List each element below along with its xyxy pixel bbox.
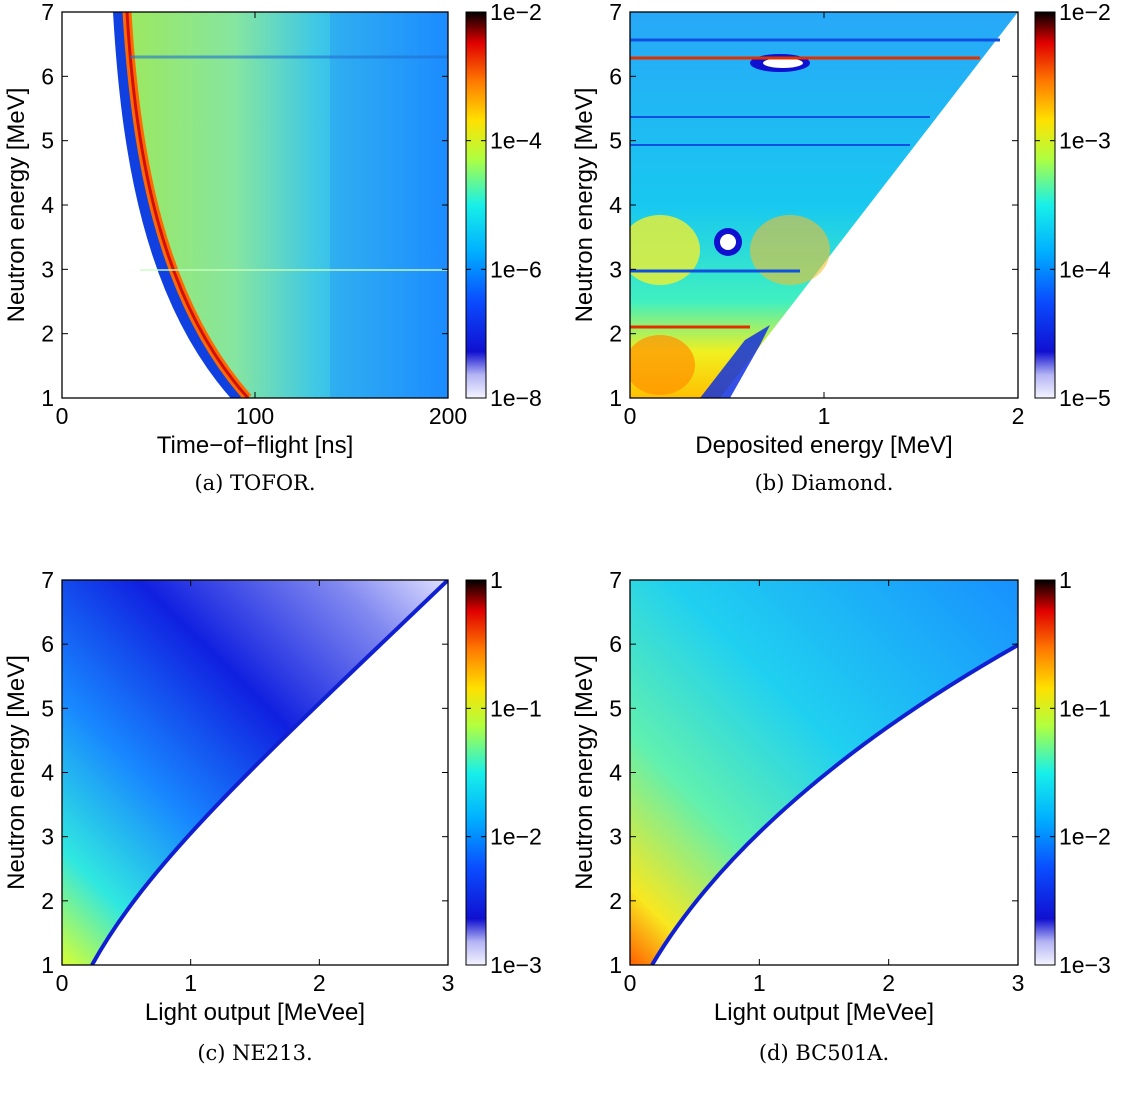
colorbar-b: [1035, 12, 1055, 398]
x-axis-label-d: Light output [MeVee]: [714, 999, 934, 1026]
colorbar-tick-label-b: 1e−2: [1059, 0, 1111, 25]
x-tick-label-d: 0: [624, 970, 637, 996]
y-axis-label-b: Neutron energy [MeV]: [571, 88, 598, 323]
x-tick-label-c: 1: [184, 970, 197, 996]
y-tick-label-c: 6: [41, 631, 54, 657]
y-tick-label-d: 4: [609, 760, 622, 786]
x-tick-label-c: 0: [56, 970, 69, 996]
x-tick-label-d: 1: [753, 970, 766, 996]
y-tick-label-a: 3: [41, 256, 54, 282]
x-tick-label-b: 2: [1012, 403, 1025, 429]
x-axis-label-b: Deposited energy [MeV]: [695, 432, 952, 459]
x-tick-label-b: 1: [818, 403, 831, 429]
colorbar-tick-label-c: 1e−3: [490, 952, 542, 978]
y-tick-label-c: 5: [41, 695, 54, 721]
y-tick-label-d: 5: [609, 695, 622, 721]
colorbar-tick-label-b: 1e−4: [1059, 256, 1111, 282]
y-tick-label-d: 6: [609, 631, 622, 657]
y-axis-label-a: Neutron energy [MeV]: [3, 88, 30, 323]
y-tick-label-b: 7: [609, 0, 622, 25]
y-tick-label-b: 2: [609, 321, 622, 347]
x-tick-label-a: 100: [236, 403, 274, 429]
y-tick-label-a: 7: [41, 0, 54, 25]
y-tick-label-b: 6: [609, 63, 622, 89]
colorbar-tick-label-a: 1e−6: [490, 256, 542, 282]
heatmap-d: [630, 580, 1018, 965]
y-tick-label-c: 4: [41, 760, 54, 786]
y-tick-label-a: 6: [41, 63, 54, 89]
colorbar-tick-label-d: 1e−3: [1059, 952, 1111, 978]
x-tick-label-c: 3: [442, 970, 455, 996]
colorbar-tick-label-a: 1e−2: [490, 0, 542, 25]
y-tick-label-b: 5: [609, 128, 622, 154]
colorbar-tick-label-b: 1e−5: [1059, 385, 1111, 411]
colorbar-a: [466, 12, 486, 398]
y-tick-label-d: 3: [609, 824, 622, 850]
y-tick-label-b: 1: [609, 385, 622, 411]
colorbar-tick-label-a: 1e−8: [490, 385, 542, 411]
y-tick-label-d: 2: [609, 888, 622, 914]
x-tick-label-a: 0: [56, 403, 69, 429]
y-tick-label-d: 1: [609, 952, 622, 978]
colorbar-tick-label-d: 1: [1059, 567, 1072, 593]
y-tick-label-c: 3: [41, 824, 54, 850]
colorbar-tick-label-c: 1e−1: [490, 695, 542, 721]
caption-b: (b) Diamond.: [755, 471, 894, 495]
y-tick-label-a: 5: [41, 128, 54, 154]
heatmap-b: [630, 12, 1018, 398]
x-tick-label-a: 200: [429, 403, 467, 429]
colorbar-frame-c: [465, 579, 487, 966]
caption-c: (c) NE213.: [197, 1041, 312, 1065]
y-tick-label-d: 7: [609, 567, 622, 593]
colorbar-frame-d: [1034, 579, 1056, 966]
y-tick-label-b: 4: [609, 192, 622, 218]
y-tick-label-c: 7: [41, 567, 54, 593]
y-tick-label-a: 4: [41, 192, 54, 218]
y-tick-label-c: 1: [41, 952, 54, 978]
colorbar-tick-label-a: 1e−4: [490, 128, 542, 154]
y-tick-label-c: 2: [41, 888, 54, 914]
x-tick-label-b: 0: [624, 403, 637, 429]
caption-d: (d) BC501A.: [759, 1041, 889, 1065]
y-tick-label-a: 1: [41, 385, 54, 411]
colorbar-tick-label-b: 1e−3: [1059, 128, 1111, 154]
y-axis-label-c: Neutron energy [MeV]: [3, 655, 30, 890]
colorbar-frame-a: [465, 11, 487, 399]
colorbar-frame-b: [1034, 11, 1056, 399]
colorbar-d: [1035, 580, 1055, 965]
colorbar-tick-label-c: 1e−2: [490, 824, 542, 850]
x-axis-label-c: Light output [MeVee]: [145, 999, 365, 1026]
y-tick-label-a: 2: [41, 321, 54, 347]
x-axis-label-a: Time−of−flight [ns]: [157, 432, 354, 459]
colorbar-tick-label-d: 1e−1: [1059, 695, 1111, 721]
caption-a: (a) TOFOR.: [194, 471, 315, 495]
x-tick-label-d: 2: [882, 970, 895, 996]
colorbar-tick-label-c: 1: [490, 567, 503, 593]
x-tick-label-d: 3: [1012, 970, 1025, 996]
colorbar-tick-label-d: 1e−2: [1059, 824, 1111, 850]
x-tick-label-c: 2: [313, 970, 326, 996]
y-axis-label-d: Neutron energy [MeV]: [571, 655, 598, 890]
heatmap-c: [62, 580, 448, 965]
colorbar-c: [466, 580, 486, 965]
y-tick-label-b: 3: [609, 256, 622, 282]
heatmap-a: [113, 12, 448, 398]
